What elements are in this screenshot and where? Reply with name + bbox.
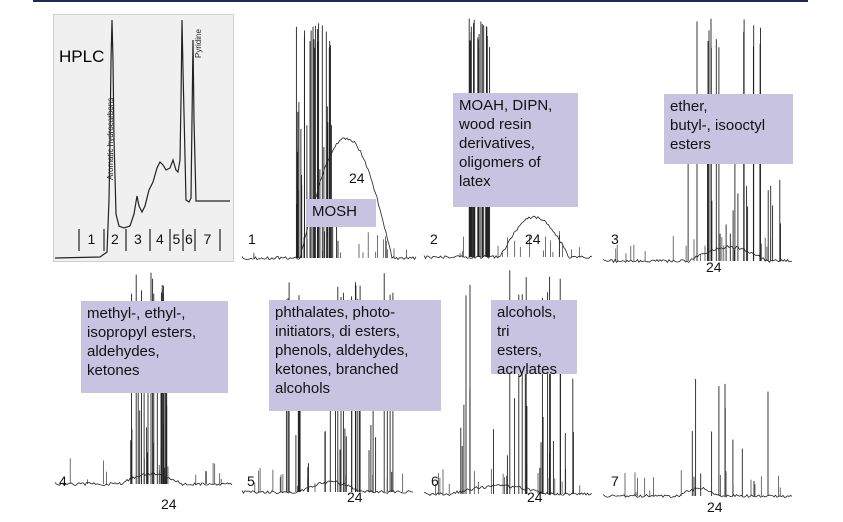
annotation-line: latex (459, 173, 491, 190)
c24-marker-1: 24 (349, 170, 365, 186)
annotation-line: alcohols, (497, 304, 557, 321)
baseline-trace (602, 245, 793, 264)
annotation-line: ketones, branched (275, 361, 399, 378)
annotation-line: aldehydes, (87, 343, 160, 360)
fraction-number-2: 2 (430, 231, 438, 247)
baseline-trace (423, 215, 593, 260)
annotation-box-5: phthalates, photo- initiators, di esters… (269, 300, 441, 411)
fraction-number-3: 3 (611, 231, 619, 247)
fraction-number-6: 6 (431, 473, 439, 489)
fraction-number-4: 4 (59, 473, 67, 489)
annotation-box-1: MOSH (306, 199, 376, 227)
annotation-line: phenols, aldehydes, (275, 342, 409, 359)
annotation-line: alcohols (275, 380, 331, 397)
annotation-line: MOAH, DIPN, (459, 97, 553, 114)
annotation-line: butyl-, isooctyl (670, 117, 766, 134)
hplc-fraction-label: 1 (87, 231, 96, 247)
c24-marker-3: 24 (706, 259, 722, 275)
fraction-number-7: 7 (611, 473, 619, 489)
hplc-fraction-label: 4 (156, 231, 164, 247)
hplc-fraction-label: 2 (111, 231, 119, 247)
baseline-trace (423, 484, 593, 497)
hplc-fraction-label: 3 (134, 231, 142, 247)
annotation-line: phthalates, photo- (275, 304, 396, 321)
fraction-number-5: 5 (247, 473, 255, 489)
hplc-title: HPLC (59, 47, 105, 66)
c24-marker-5: 24 (347, 489, 363, 505)
annotation-box-6: alcohols, tri esters, acrylates (491, 300, 577, 378)
baseline-trace (602, 486, 793, 499)
annotation-line: ketones (87, 362, 140, 379)
c24-marker-7: 24 (707, 499, 723, 515)
annotation-line: tri (497, 323, 510, 340)
annotation-line: esters (670, 136, 711, 153)
annotation-line: initiators, di esters, (275, 323, 401, 340)
annotation-line: wood resin (459, 116, 532, 133)
annotation-line: isopropyl esters, (87, 324, 197, 341)
chromatogram-7 (602, 379, 793, 499)
annotation-line: ether, (670, 98, 708, 115)
baseline-trace (54, 472, 233, 487)
baseline-trace (241, 480, 414, 494)
annotation-line: derivatives, (459, 135, 535, 152)
hplc-trace (54, 19, 230, 259)
c24-marker-4: 24 (161, 496, 177, 512)
annotation-box-2: MOAH, DIPN, wood resin derivatives, olig… (453, 93, 578, 207)
fraction-number-1: 1 (248, 231, 256, 247)
hplc-panel (53, 14, 234, 262)
annotation-line: MOSH (312, 203, 357, 220)
hplc-fraction-label: 6 (185, 231, 193, 247)
hplc-fraction-label: 5 (172, 231, 181, 247)
annotation-line: esters, (497, 342, 543, 359)
annotation-box-3: ether, butyl-, isooctyl esters (664, 94, 793, 164)
annotation-line: oligomers of (459, 154, 541, 171)
annotation-box-4: methyl-, ethyl-, isopropyl esters, aldeh… (81, 301, 228, 393)
c24-marker-6: 24 (527, 489, 543, 505)
annotation-line: methyl-, ethyl-, (87, 305, 186, 322)
top-rule (33, 0, 808, 2)
annotation-line: acrylates (497, 361, 558, 378)
c24-marker-2: 24 (525, 231, 541, 247)
hplc-fraction-label: 7 (203, 231, 212, 247)
